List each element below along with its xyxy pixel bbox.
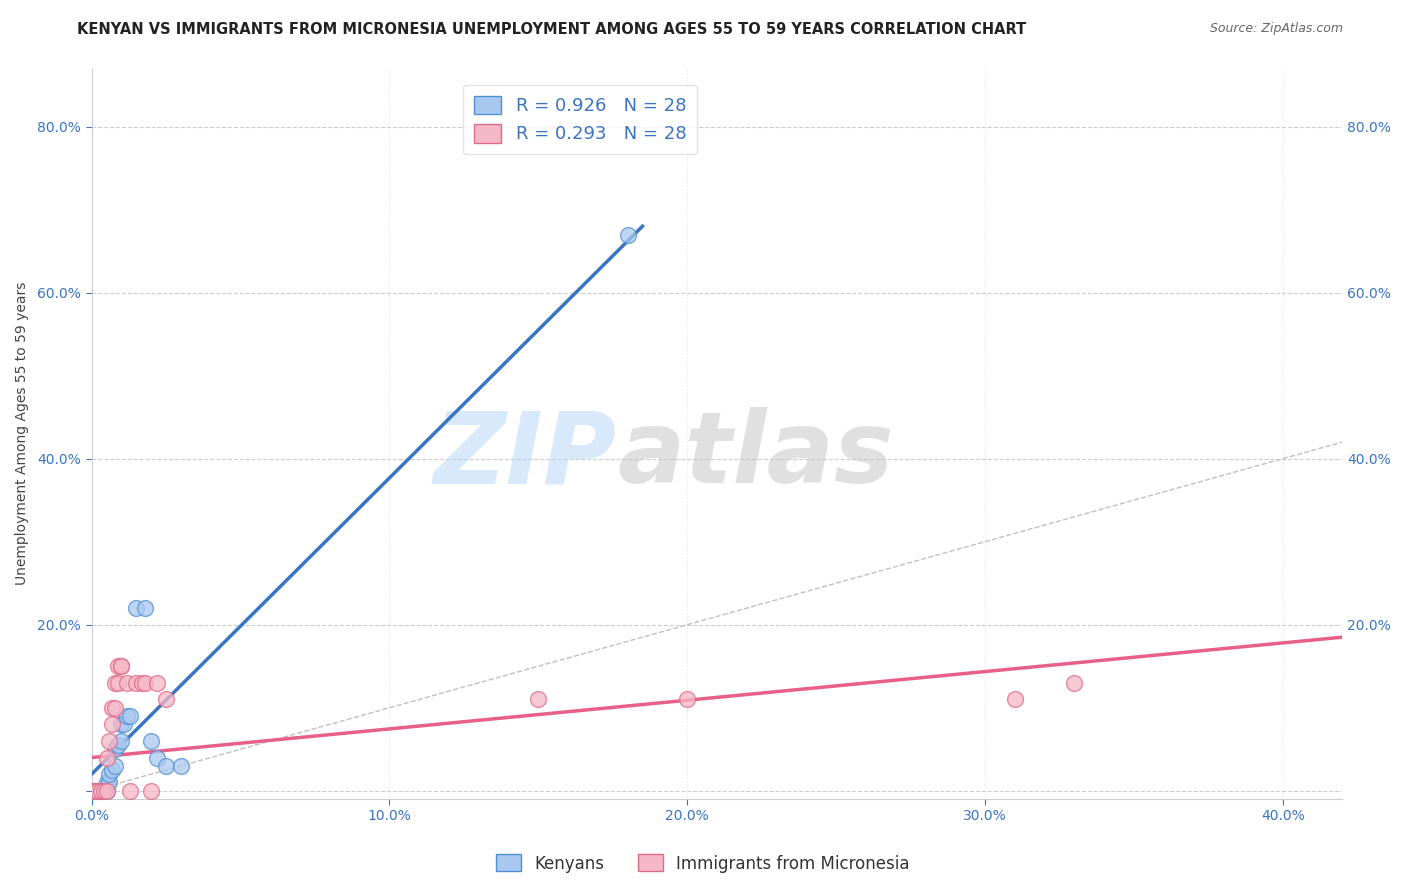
Point	[80, 784, 103, 798]
Point	[117, 709, 139, 723]
Point	[155, 692, 177, 706]
Point	[86, 784, 108, 798]
Point	[96, 750, 118, 764]
Point	[110, 734, 132, 748]
Point	[86, 784, 108, 798]
Y-axis label: Unemployment Among Ages 55 to 59 years: Unemployment Among Ages 55 to 59 years	[15, 282, 30, 585]
Point	[1004, 692, 1026, 706]
Point	[110, 659, 132, 673]
Point	[90, 784, 112, 798]
Point	[1063, 676, 1085, 690]
Point	[96, 775, 118, 789]
Point	[155, 759, 177, 773]
Point	[104, 676, 127, 690]
Point	[104, 742, 127, 756]
Point	[98, 734, 121, 748]
Point	[96, 784, 118, 798]
Point	[83, 784, 105, 798]
Point	[101, 700, 124, 714]
Point	[93, 784, 115, 798]
Point	[90, 784, 112, 798]
Point	[146, 676, 169, 690]
Point	[125, 676, 148, 690]
Text: KENYAN VS IMMIGRANTS FROM MICRONESIA UNEMPLOYMENT AMONG AGES 55 TO 59 YEARS CORR: KENYAN VS IMMIGRANTS FROM MICRONESIA UNE…	[77, 22, 1026, 37]
Point	[110, 717, 132, 731]
Point	[134, 601, 156, 615]
Point	[141, 734, 163, 748]
Point	[616, 227, 638, 242]
Point	[83, 784, 105, 798]
Text: atlas: atlas	[617, 408, 893, 504]
Legend: Kenyans, Immigrants from Micronesia: Kenyans, Immigrants from Micronesia	[489, 847, 917, 880]
Point	[101, 717, 124, 731]
Point	[676, 692, 699, 706]
Point	[101, 763, 124, 777]
Point	[146, 750, 169, 764]
Point	[90, 784, 112, 798]
Point	[125, 601, 148, 615]
Point	[93, 784, 115, 798]
Text: ZIP: ZIP	[434, 408, 617, 504]
Point	[112, 717, 135, 731]
Point	[98, 775, 121, 789]
Point	[527, 692, 550, 706]
Point	[107, 676, 129, 690]
Point	[110, 659, 132, 673]
Text: Source: ZipAtlas.com: Source: ZipAtlas.com	[1209, 22, 1343, 36]
Point	[107, 738, 129, 752]
Point	[98, 767, 121, 781]
Point	[86, 784, 108, 798]
Point	[104, 700, 127, 714]
Point	[96, 784, 118, 798]
Point	[80, 784, 103, 798]
Point	[134, 676, 156, 690]
Point	[117, 676, 139, 690]
Point	[131, 676, 153, 690]
Point	[120, 784, 142, 798]
Point	[120, 709, 142, 723]
Point	[141, 784, 163, 798]
Point	[104, 759, 127, 773]
Point	[107, 659, 129, 673]
Point	[170, 759, 193, 773]
Legend: R = 0.926   N = 28, R = 0.293   N = 28: R = 0.926 N = 28, R = 0.293 N = 28	[464, 85, 697, 154]
Point	[93, 784, 115, 798]
